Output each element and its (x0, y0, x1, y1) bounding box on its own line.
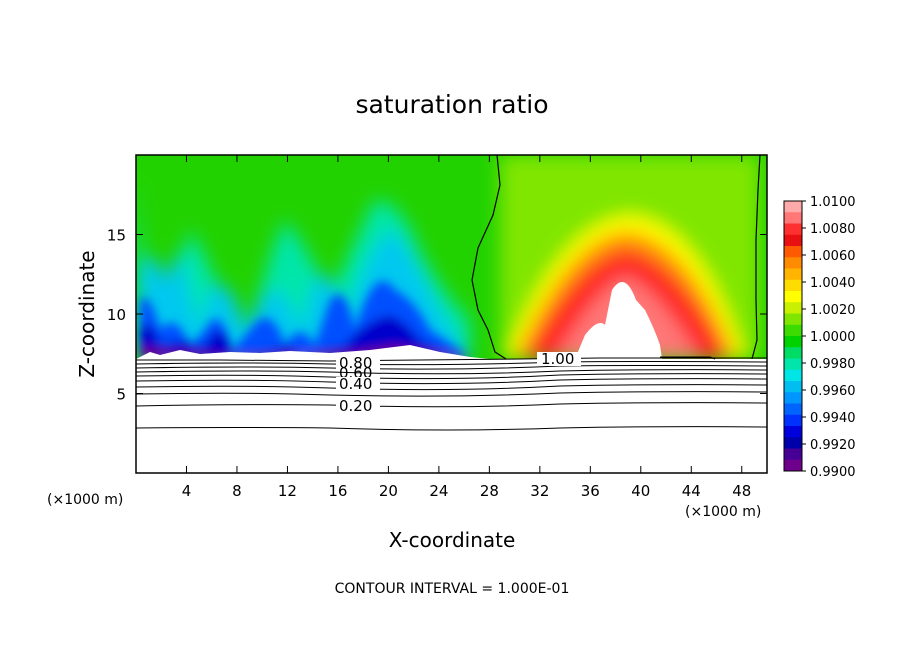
colorbar-band-19 (784, 414, 802, 427)
colorbar-band-9 (784, 302, 802, 314)
colorbar-band-12 (784, 336, 802, 348)
colorbar-band-16 (784, 381, 802, 393)
x-tick-label-2: 12 (278, 482, 297, 500)
colorbar-tick-label-10: 0.9900 (810, 465, 856, 480)
colorbar-tick-label-4: 1.0020 (810, 303, 856, 318)
colorbar-tick-label-0: 1.0100 (810, 195, 856, 210)
colorbar-band-7 (784, 279, 802, 292)
x-tick-label-5: 24 (429, 482, 448, 500)
x-tick-label-3: 16 (328, 482, 347, 500)
colorbar-band-5 (784, 257, 802, 269)
white-edge (136, 345, 490, 359)
colorbar-tick-label-1: 1.0080 (810, 222, 856, 237)
colorbar-band-14 (784, 358, 802, 371)
y-axis: 5 10 15 (107, 227, 767, 404)
x-tick-label-8: 36 (581, 482, 600, 500)
contour-label-0-40: 0.40 (339, 375, 372, 393)
colorbar-band-22 (784, 448, 802, 461)
white-region (575, 282, 662, 359)
x-tick-label-4: 20 (379, 482, 398, 500)
colorbar-band-17 (784, 392, 802, 404)
colorbar-tick-label-6: 0.9980 (810, 357, 856, 372)
y-axis-label: Z-coordinate (75, 250, 99, 377)
x-tick-label-11: 48 (732, 482, 751, 500)
colorbar (783, 200, 803, 472)
chart-title: saturation ratio (355, 90, 548, 119)
colorbar-tick-label-8: 0.9940 (810, 411, 856, 426)
colorbar-band-2 (784, 223, 802, 236)
colorbar-band-20 (784, 426, 802, 438)
x-axis-label: X-coordinate (389, 528, 516, 552)
contour-lines (136, 356, 767, 431)
colorbar-band-0 (784, 201, 802, 213)
y-tick-label-1: 10 (107, 306, 126, 324)
colorbar-band-4 (784, 246, 802, 258)
colorbar-tick-label-7: 0.9960 (810, 384, 856, 399)
contour-label-1-00: 1.00 (541, 350, 574, 368)
colorbar-band-3 (784, 234, 802, 247)
subsaturated-region (136, 359, 767, 473)
colorbar-band-23 (784, 459, 802, 472)
x-unit-left: (×1000 m) (47, 492, 123, 508)
colorbar-band-1 (784, 212, 802, 224)
colorbar-band-18 (784, 403, 802, 416)
colorbar-tick-label-3: 1.0040 (810, 276, 856, 291)
saturation-contour (471, 155, 761, 360)
x-tick-label-7: 32 (530, 482, 549, 500)
colorbar-band-8 (784, 291, 802, 303)
colorbar-band-6 (784, 268, 802, 281)
colorbar-band-10 (784, 313, 802, 326)
x-axis: 4 8 12 16 20 24 28 32 36 40 44 48 (182, 155, 751, 500)
colorbar-labels: 1.0100 1.0080 1.0060 1.0040 1.0020 1.0000 0.99… (802, 195, 856, 480)
x-unit-right: (×1000 m) (685, 504, 761, 520)
x-tick-label-0: 4 (182, 482, 192, 500)
contour-interval-note: CONTOUR INTERVAL = 1.000E-01 (335, 581, 570, 597)
colorbar-tick-label-5: 1.0000 (810, 330, 856, 345)
colorbar-band-15 (784, 369, 802, 382)
colorbar-band-21 (784, 437, 802, 449)
colorbar-tick-label-9: 0.9920 (810, 438, 856, 453)
x-tick-label-1: 8 (232, 482, 242, 500)
contour-label-0-20: 0.20 (339, 397, 372, 415)
y-tick-label-0: 5 (116, 386, 126, 404)
contour-label-group: 1.00 0.80 0.60 0.40 0.20 (336, 350, 581, 415)
x-tick-label-10: 44 (682, 482, 701, 500)
colorbar-band-13 (784, 347, 802, 359)
x-tick-label-6: 28 (480, 482, 499, 500)
colorbar-tick-label-2: 1.0060 (810, 249, 856, 264)
x-tick-label-9: 40 (631, 482, 650, 500)
contour-label-0-80: 0.80 (339, 354, 372, 372)
heatmap-field (136, 155, 767, 359)
y-tick-label-2: 15 (107, 227, 126, 245)
colorbar-band-11 (784, 324, 802, 337)
